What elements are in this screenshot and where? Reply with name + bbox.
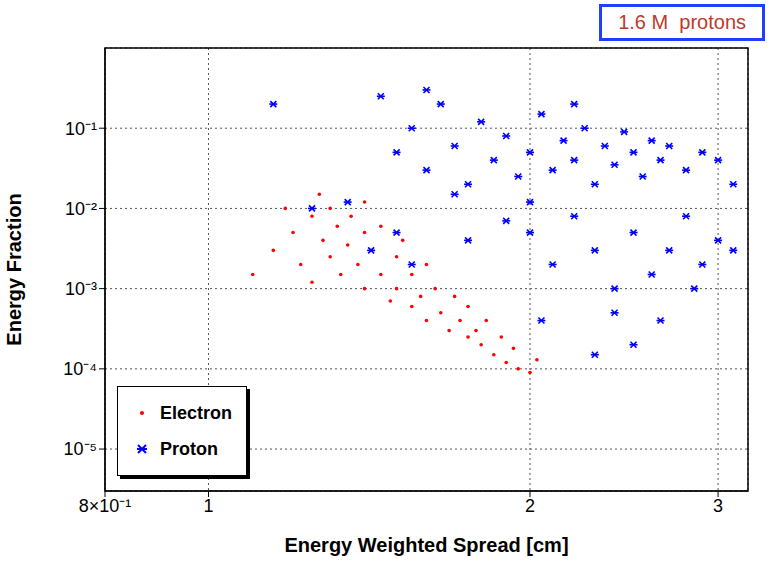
svg-text:Energy Weighted Spread [cm]: Energy Weighted Spread [cm] — [284, 534, 568, 556]
svg-text:8×10⁻¹: 8×10⁻¹ — [79, 496, 132, 516]
svg-text:10⁻²: 10⁻² — [65, 199, 97, 219]
html-text:Proton: Proton — [160, 439, 218, 459]
svg-text:2: 2 — [525, 496, 535, 516]
html-text:Electron: Electron — [160, 403, 232, 423]
svg-text:10⁻⁴: 10⁻⁴ — [63, 359, 97, 379]
svg-text:Energy Fraction: Energy Fraction — [3, 193, 25, 345]
svg-text:10⁻¹: 10⁻¹ — [65, 119, 97, 139]
html-text:1.6 M protons: 1.6 M protons — [618, 11, 746, 33]
svg-text:1: 1 — [203, 496, 213, 516]
svg-text:3: 3 — [713, 496, 723, 516]
svg-text:10⁻³: 10⁻³ — [65, 279, 97, 299]
svg-text:10⁻⁵: 10⁻⁵ — [64, 439, 97, 459]
